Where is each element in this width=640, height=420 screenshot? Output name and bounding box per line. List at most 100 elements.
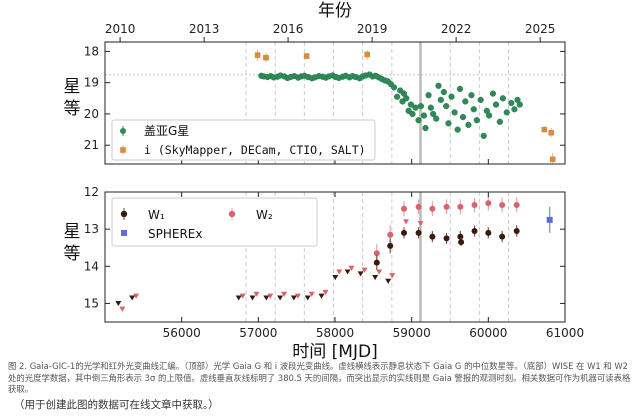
gaia-g-point (496, 118, 503, 125)
i-band-point (364, 51, 370, 58)
gaia-g-point (492, 101, 500, 108)
w1-upper-limit (357, 271, 364, 277)
top-yaxis-title: 星等 (64, 77, 81, 119)
gaia-g-point (427, 104, 434, 111)
bottom-xtick-label: 59000 (393, 326, 431, 340)
gaia-g-point (470, 106, 477, 113)
bottom-xtick-label: 60000 (469, 326, 507, 340)
legend-gaia-label: 盖亚G星 (144, 124, 189, 138)
w1-point (513, 228, 520, 234)
legend-w2-marker (228, 210, 236, 218)
gaia-g-point (443, 103, 450, 110)
bottom-xtick-label: 57000 (239, 326, 277, 340)
gaia-g-point (437, 96, 444, 103)
gaia-g-point (415, 117, 422, 124)
w1-upper-limit (235, 295, 242, 301)
w2-point (415, 203, 422, 210)
w2-point (401, 205, 407, 212)
w2-upper-limit (294, 293, 301, 299)
legend-i-marker (120, 147, 126, 153)
w1-upper-limit (249, 295, 256, 301)
i-band-point (548, 129, 554, 136)
w1-upper-limit (344, 269, 351, 275)
gaia-g-point (489, 90, 497, 97)
w2-point (499, 202, 506, 208)
w1-point (499, 233, 506, 240)
w2-upper-limit (348, 265, 355, 271)
gaia-g-point (459, 113, 467, 121)
w2-point (387, 231, 394, 238)
gaia-g-point (433, 115, 440, 122)
w1-upper-limit (304, 295, 311, 301)
w1-upper-limit (290, 295, 297, 301)
gaia-g-point (468, 92, 475, 99)
w2-upper-limit (133, 293, 140, 299)
w2-upper-limit (239, 293, 246, 299)
w1-upper-limit (277, 295, 284, 301)
bottom-yaxis-title-char: 等 (64, 244, 81, 264)
bottom-legend-box (111, 197, 318, 247)
w2-upper-limit (336, 269, 343, 275)
bottom-xaxis-title: 时间 [MJD] (292, 342, 377, 360)
legend-spherex-label: SPHEREx (148, 227, 202, 241)
w2-upper-limit (267, 293, 274, 299)
w1-upper-limit (129, 295, 136, 301)
i-band-point (263, 54, 269, 61)
gaia-g-point (473, 117, 480, 124)
top-ytick-label: 20 (84, 107, 99, 121)
bottom-yaxis-title: 星等 (64, 222, 81, 264)
gaia-g-point (394, 93, 401, 100)
w1-upper-limit (263, 295, 270, 301)
bottom-ytick-label: 15 (84, 296, 99, 310)
gaia-g-point (503, 109, 510, 116)
w2-upper-limit (389, 273, 396, 279)
bottom-ytick-label: 12 (84, 185, 99, 199)
i-band-point (254, 52, 261, 58)
w1-upper-limit (385, 278, 392, 284)
legend-gaia-marker (120, 128, 126, 134)
top-ytick-label: 21 (84, 138, 99, 152)
top-ytick-label: 19 (84, 76, 99, 90)
top-legend-box (111, 119, 376, 161)
gaia-g-point (516, 101, 523, 108)
gaia-g-point (462, 98, 469, 105)
w1-point (471, 228, 478, 234)
gaia-g-point (409, 110, 416, 118)
bottom-panel-marks (115, 195, 553, 312)
year-tick-label: 2022 (441, 22, 472, 36)
year-tick-label: 2010 (105, 22, 136, 36)
year-axis-title: 年份 (318, 1, 352, 21)
data-availability-note: （用于创建此图的数据可在线文章中获取。） (14, 399, 219, 411)
legend-w2-label: W₂ (256, 208, 273, 222)
gaia-g-point (508, 99, 515, 107)
w1-upper-limit (318, 293, 325, 299)
top-yaxis-title-char: 等 (64, 99, 81, 119)
w2-upper-limit (308, 291, 315, 297)
gaia-g-point (430, 110, 437, 118)
year-tick-label: 2016 (273, 22, 304, 36)
gaia-g-point (403, 95, 410, 102)
w2-point (457, 203, 464, 210)
legend-i-label: i (SkyMapper, DECam, CTIO, SALT) (144, 143, 366, 157)
top-yaxis-title-char: 星 (64, 77, 81, 97)
w1-point (458, 239, 465, 246)
w2-point (429, 205, 436, 212)
w1-point (415, 229, 422, 236)
bottom-ytick-label: 13 (84, 222, 99, 236)
gaia-g-point (448, 93, 455, 100)
w1-point (429, 233, 436, 240)
bottom-xtick-label: 58000 (316, 326, 354, 340)
bottom-xtick-label: 61000 (546, 326, 584, 340)
gaia-g-point (451, 109, 458, 116)
top-panel-marks (254, 49, 556, 164)
w2-upper-limit (376, 269, 383, 275)
gaia-g-point (425, 92, 432, 99)
gaia-g-point (390, 84, 398, 91)
legend-w1-marker (120, 210, 128, 218)
legend-w1-label: W₁ (148, 208, 165, 222)
w1-point (401, 229, 407, 236)
gaia-g-point (456, 85, 464, 93)
gaia-g-point (420, 112, 428, 119)
w1-point (373, 259, 380, 266)
